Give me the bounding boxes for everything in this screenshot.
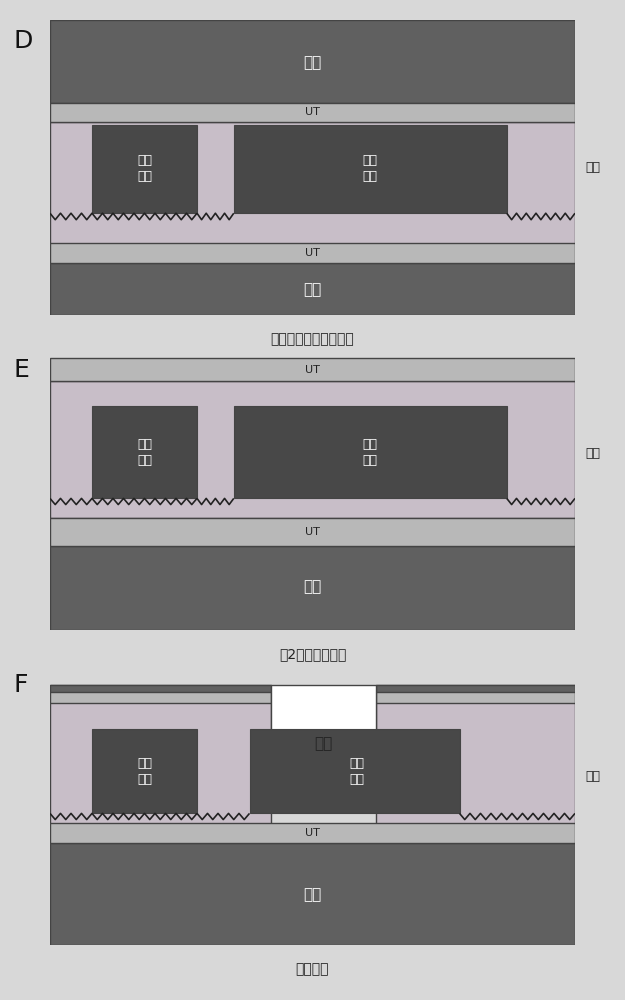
Text: UT: UT [305,527,320,537]
Text: D: D [13,29,32,53]
Text: UT: UT [305,365,320,375]
Text: UT: UT [305,828,320,838]
Bar [50,843,575,945]
Text: UT: UT [305,248,320,258]
Bar [376,687,575,833]
Text: 激光: 激光 [314,736,332,751]
Bar [92,125,197,213]
Bar [50,687,271,833]
Text: 电路
镀敷: 电路 镀敷 [137,438,152,467]
Bar [50,823,575,843]
Bar [50,546,575,630]
Bar [50,518,575,546]
Bar [92,729,197,813]
Text: E: E [13,358,29,382]
Bar [50,263,575,315]
Text: 载体: 载体 [303,55,322,70]
Text: 激光打孔: 激光打孔 [296,962,329,976]
Bar [50,685,271,692]
Text: 电路
镀敷: 电路 镀敷 [349,757,364,786]
Bar [234,125,507,213]
Text: 电路
镀敷: 电路 镀敷 [362,438,378,467]
Bar [92,406,197,498]
Text: UT: UT [305,107,320,117]
Text: 树脂: 树脂 [586,161,601,174]
Bar [271,685,376,799]
Bar [376,685,575,703]
Bar [50,243,575,263]
Text: 载体: 载体 [303,579,322,594]
Text: 第2层载体箔去除: 第2层载体箔去除 [279,647,346,661]
Text: 树脂: 树脂 [586,770,601,784]
Bar [50,122,575,244]
Bar [50,685,271,703]
Text: 电路
镀敷: 电路 镀敷 [137,757,152,786]
Bar [376,685,575,692]
Bar [249,729,459,813]
Text: 树脂及附载体铜箔积层: 树脂及附载体铜箔积层 [271,332,354,346]
Text: 载体: 载体 [303,282,322,297]
Text: 电路
镀敷: 电路 镀敷 [362,154,378,183]
Bar [50,20,575,103]
Text: 树脂: 树脂 [586,447,601,460]
Bar [50,381,575,518]
Text: 电路
镀敷: 电路 镀敷 [137,154,152,183]
Bar [234,406,507,498]
Bar [50,358,575,381]
Text: 载体: 载体 [303,887,322,902]
Text: F: F [13,673,28,697]
Bar [50,103,575,122]
